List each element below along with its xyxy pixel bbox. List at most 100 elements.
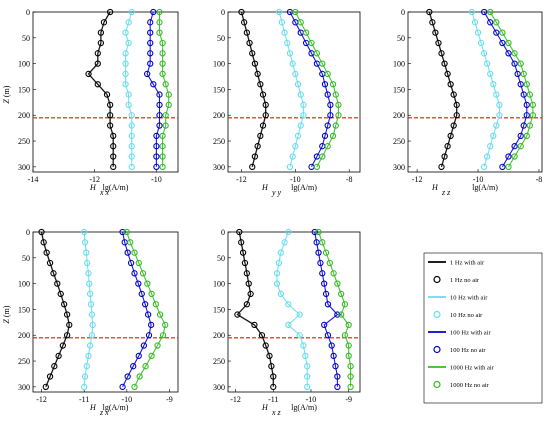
y-tick-label: 250 — [213, 357, 225, 366]
series-point-10-Hz — [289, 153, 296, 160]
series-point-10-Hz — [300, 342, 307, 349]
series-point-1000-Hz — [341, 332, 349, 339]
series-point-1-Hz — [266, 352, 273, 360]
series-point-100-Hz — [505, 153, 512, 160]
y-tick-label: 0 — [401, 8, 405, 17]
series-point-100-Hz — [131, 270, 138, 277]
series-point-1-Hz — [270, 383, 277, 390]
series-line-10-Hz — [471, 11, 500, 167]
subplot-0: 0 50 100 150 200 250 300 -14 -12 -10 lg(A/m) Z (m) H… — [2, 8, 179, 197]
series-point-1000-Hz — [136, 373, 143, 380]
series-point-10-Hz — [477, 39, 485, 47]
legend-label: 1000 Hz with air — [450, 365, 495, 372]
series-point-100-Hz — [480, 8, 488, 16]
series-point-1-Hz — [258, 332, 266, 339]
series-point-1-Hz — [239, 249, 247, 256]
series-point-100-Hz — [142, 301, 149, 308]
series-point-100-Hz — [520, 122, 527, 129]
series-point-100-Hz — [321, 321, 328, 329]
series-point-1000-Hz — [297, 19, 304, 26]
series-point-1-Hz — [110, 143, 117, 150]
legend-marker-swatch — [433, 345, 441, 354]
series-point-1000-Hz — [526, 91, 533, 98]
x-axis-label: lg(A/m) — [291, 403, 317, 412]
x-tick-label: -12 — [89, 175, 100, 184]
series-point-1000-Hz — [526, 122, 533, 129]
y-tick-label: 200 — [18, 331, 30, 340]
series-point-10-Hz — [273, 280, 281, 287]
legend-frame — [423, 252, 543, 404]
series-point-10-Hz — [128, 143, 135, 150]
series-point-100-Hz — [511, 143, 518, 150]
series-point-100-Hz — [321, 132, 329, 140]
series-point-100-Hz — [124, 373, 131, 380]
y-tick-label: 100 — [213, 60, 225, 69]
series-point-10-Hz — [88, 332, 96, 339]
series-point-100-Hz — [127, 259, 135, 267]
series-line-100-Hz — [483, 11, 528, 168]
series-point-1000-Hz — [123, 228, 130, 236]
series-line-100-Hz — [289, 11, 331, 168]
series-point-1-Hz — [63, 332, 71, 339]
y-tick-label: 0 — [221, 8, 225, 17]
series-point-10-Hz — [125, 39, 132, 47]
y-tick-label: 50 — [22, 254, 30, 263]
series-point-10-Hz — [122, 29, 129, 36]
x-axis-label: lg(A/m) — [291, 183, 317, 192]
x-tick-label: -10 — [121, 395, 132, 404]
series-point-10-Hz — [86, 342, 94, 349]
legend-label: 10 Hz with air — [450, 295, 488, 302]
x-tick-label: -10 — [473, 175, 484, 184]
subplot-3: 0 50 100 150 200 250 300 -12 -11 -10 -9 lg(A/m) Z (m… — [2, 228, 179, 417]
series-point-1-Hz — [251, 60, 259, 67]
x-tick-label: -14 — [28, 175, 39, 184]
x-axis-label: lg(A/m) — [103, 403, 129, 412]
component-label: H — [89, 403, 97, 412]
series-point-10-Hz — [496, 101, 503, 109]
series-point-1000-Hz — [156, 8, 163, 16]
series-point-100-Hz — [324, 301, 332, 308]
series-point-1000-Hz — [319, 60, 326, 67]
series-point-10-Hz — [304, 363, 311, 370]
series-point-1000-Hz — [131, 383, 138, 390]
series-point-10-Hz — [471, 19, 479, 26]
series-point-1-Hz — [438, 50, 445, 57]
axes-frame — [32, 231, 179, 393]
series-point-100-Hz — [324, 122, 331, 129]
x-tick-label: -10 — [306, 395, 317, 404]
series-point-1000-Hz — [148, 352, 155, 360]
series-point-1000-Hz — [313, 50, 321, 57]
series-point-1-Hz — [97, 29, 105, 36]
series-point-10-Hz — [496, 112, 503, 119]
series-line-10-Hz — [125, 11, 133, 167]
y-tick-label: 150 — [213, 305, 225, 314]
series-point-10-Hz — [304, 383, 311, 390]
series-point-100-Hz — [150, 8, 157, 16]
series-point-1-Hz — [100, 19, 108, 26]
series-point-10-Hz — [122, 60, 129, 67]
series-point-1-Hz — [55, 352, 62, 360]
x-tick-label: -11 — [79, 395, 89, 404]
series-line-10-Hz — [276, 231, 308, 387]
series-point-1000-Hz — [337, 290, 345, 298]
series-point-1000-Hz — [308, 39, 315, 47]
series-point-1-Hz — [241, 19, 248, 26]
series-point-100-Hz — [315, 249, 322, 256]
series-point-1000-Hz — [165, 91, 172, 98]
series-point-1-Hz — [51, 363, 58, 370]
series-point-10-Hz — [128, 153, 135, 160]
axes-frame — [32, 11, 179, 173]
series-point-100-Hz — [153, 163, 160, 170]
series-point-100-Hz — [322, 290, 330, 298]
series-point-1-Hz — [444, 143, 451, 150]
series-point-10-Hz — [285, 321, 292, 329]
series-point-1-Hz — [38, 228, 45, 236]
series-point-1-Hz — [259, 91, 267, 98]
series-point-100-Hz — [144, 311, 152, 318]
series-point-1-Hz — [251, 153, 259, 160]
component-label: H — [431, 183, 439, 192]
series-point-100-Hz — [487, 19, 494, 26]
series-point-10-Hz — [490, 132, 497, 140]
series-point-10-Hz — [81, 373, 89, 380]
series-point-100-Hz — [523, 101, 530, 109]
